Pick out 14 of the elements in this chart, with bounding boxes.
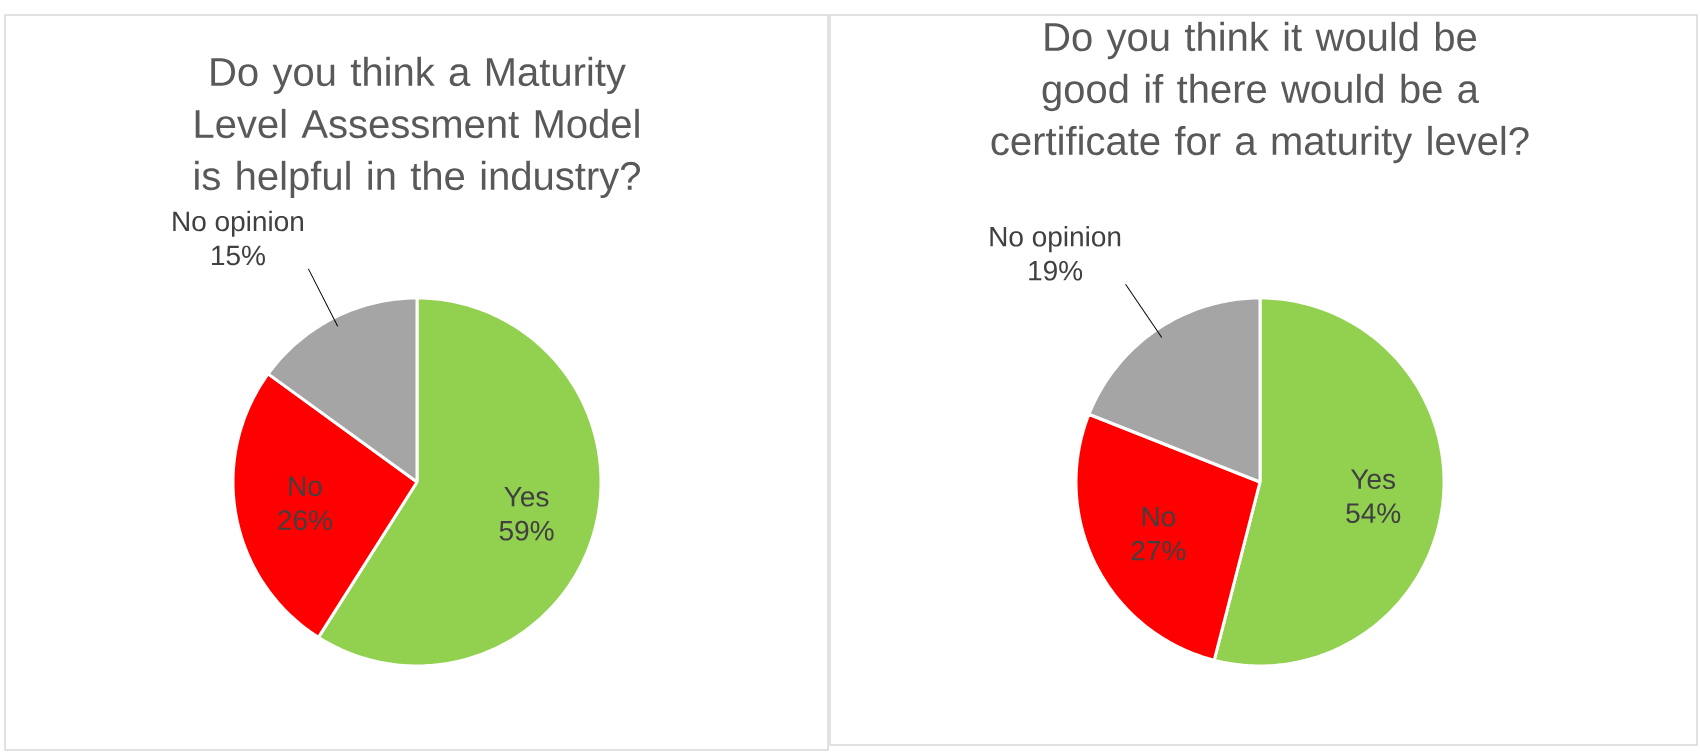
slice-label: Yes bbox=[1350, 469, 1396, 490]
data-label: 27% bbox=[1131, 540, 1186, 561]
slice-label: Yes bbox=[504, 487, 549, 507]
slice-label: No opinion bbox=[173, 210, 303, 237]
slice-label: No opinion bbox=[990, 226, 1121, 253]
chart-title: Do you think a Maturity Level Assessment Model is helpful in the industry? bbox=[195, 56, 640, 199]
slice-label: No bbox=[1142, 507, 1176, 527]
slice-label: No bbox=[289, 476, 322, 497]
data-label: 54% bbox=[1346, 503, 1401, 524]
data-label: 19% bbox=[1029, 260, 1083, 281]
data-label: 15% bbox=[212, 245, 265, 266]
chart-title: Do you think it would be good if there would be a certificate for a maturity level? bbox=[991, 21, 1529, 164]
data-label: 59% bbox=[499, 520, 554, 541]
data-label: 26% bbox=[278, 510, 332, 531]
